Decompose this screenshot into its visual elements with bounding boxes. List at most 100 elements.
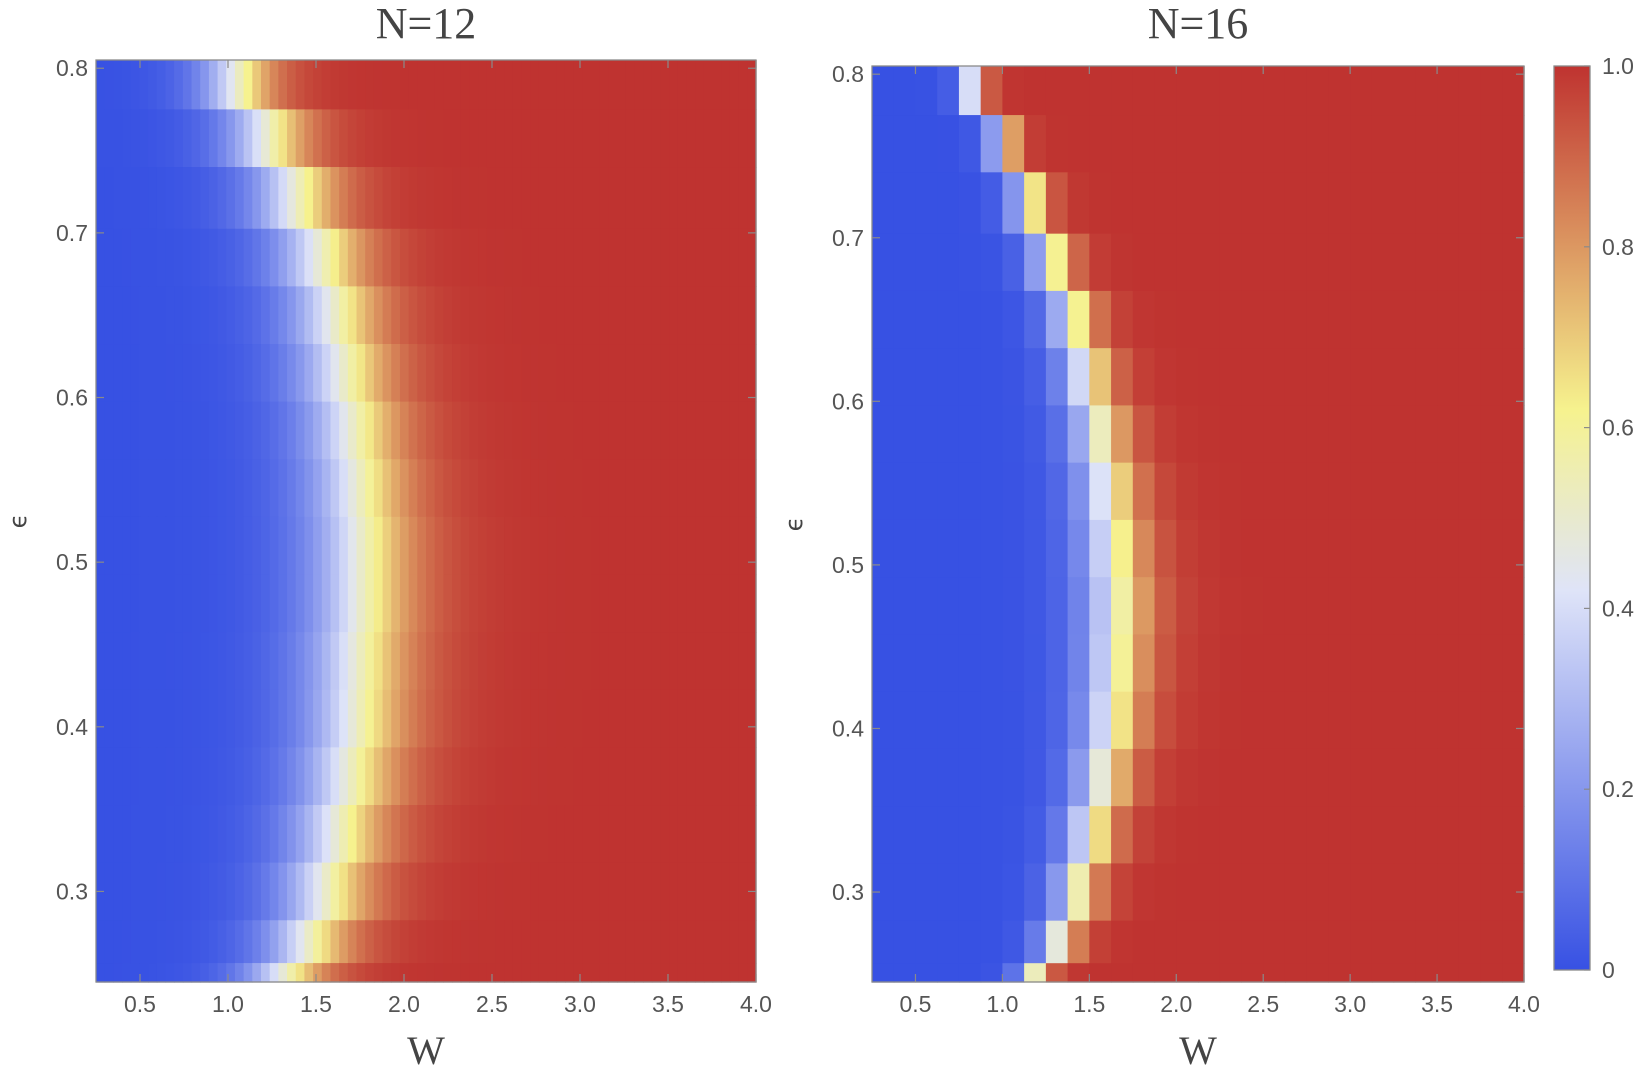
heatmap-cell (872, 405, 895, 464)
heatmap-cell (1458, 115, 1482, 173)
heatmap-cell (625, 109, 636, 168)
heatmap-cell (1458, 920, 1482, 964)
heatmap-cell (582, 963, 592, 983)
heatmap-cell (747, 805, 757, 864)
heatmap-cell (1154, 405, 1177, 464)
heatmap-cell (434, 344, 444, 403)
heatmap-cell (1132, 115, 1156, 173)
heatmap-cell (547, 344, 557, 403)
heatmap-cell (113, 862, 123, 921)
heatmap-cell (304, 574, 314, 633)
heatmap-cell (174, 344, 184, 403)
heatmap-cell (486, 747, 497, 806)
y-tick-label: 0.6 (56, 385, 88, 411)
heatmap-cell (1415, 577, 1438, 636)
heatmap-cell (547, 632, 557, 691)
heatmap-cell (200, 862, 210, 921)
x-axis-label: W (1179, 1028, 1217, 1073)
heatmap-cell (243, 920, 253, 964)
heatmap-cell (625, 228, 636, 287)
heatmap-cell (1111, 920, 1134, 964)
heatmap-cell (721, 344, 731, 403)
heatmap-cell (130, 401, 141, 460)
heatmap-cell (660, 632, 670, 691)
heatmap-cell (478, 459, 488, 518)
heatmap-cell (538, 805, 549, 864)
heatmap-cell (226, 632, 236, 691)
heatmap-cell (512, 689, 523, 748)
heatmap-cell (200, 344, 210, 403)
heatmap-cell (521, 167, 531, 230)
heatmap-cell (486, 401, 497, 460)
heatmap-cell (104, 167, 114, 230)
heatmap-cell (399, 60, 410, 110)
heatmap-cell (217, 516, 227, 576)
heatmap-cell (1480, 233, 1503, 292)
heatmap-cell (434, 747, 444, 806)
heatmap-cell (512, 228, 523, 287)
heatmap-cell (1111, 462, 1134, 521)
heatmap-cell (617, 805, 627, 864)
heatmap-cell (1111, 634, 1134, 693)
heatmap-cell (643, 109, 653, 168)
heatmap-cell (365, 459, 375, 518)
heatmap-cell (703, 401, 714, 460)
heatmap-cell (660, 60, 670, 110)
heatmap-cell (660, 459, 670, 518)
heatmap-cell (347, 632, 358, 691)
heatmap-cell (269, 862, 279, 921)
heatmap-cell (1502, 863, 1525, 922)
heatmap-cell (486, 167, 497, 230)
heatmap-cell (1154, 233, 1177, 292)
heatmap-cell (564, 574, 575, 633)
heatmap-cell (1284, 634, 1308, 693)
heatmap-cell (512, 747, 523, 806)
heatmap-cell (1350, 634, 1373, 693)
heatmap-cell (1089, 748, 1112, 807)
heatmap-cell (434, 109, 444, 168)
heatmap-cell (643, 805, 653, 864)
heatmap-cell (295, 286, 306, 345)
heatmap-cell (287, 167, 297, 230)
heatmap-cell (156, 344, 167, 403)
heatmap-cell (452, 862, 462, 921)
heatmap-cell (669, 747, 679, 806)
heatmap-cell (573, 228, 583, 287)
heatmap-cells (96, 60, 757, 983)
heatmap-cell (573, 459, 583, 518)
heatmap-cell (893, 115, 917, 173)
heatmap-cell (373, 747, 384, 806)
y-tick-label: 0.5 (56, 549, 88, 575)
heatmap-cell (1154, 115, 1177, 173)
heatmap-cell (521, 632, 531, 691)
heatmap-cell (573, 401, 583, 460)
heatmap-cell (252, 228, 262, 287)
heatmap-cell (1198, 863, 1221, 922)
heatmap-cell (469, 862, 479, 921)
heatmap-cell (660, 862, 670, 921)
heatmap-cell (504, 805, 514, 864)
heatmap-cell (478, 963, 488, 983)
heatmap-cell (686, 344, 696, 403)
heatmap-cell (460, 920, 471, 964)
heatmap-cell (556, 805, 566, 864)
heatmap-cell (495, 574, 505, 633)
heatmap-cell (313, 574, 323, 633)
heatmap-cell (417, 689, 427, 748)
heatmap-cell (556, 344, 566, 403)
heatmap-cell (669, 963, 679, 983)
heatmap-cell (339, 344, 349, 403)
heatmap-cell (1241, 963, 1264, 983)
heatmap-cell (373, 862, 384, 921)
heatmap-cell (165, 167, 175, 230)
heatmap-cell (217, 401, 227, 460)
heatmap-cell (130, 286, 141, 345)
heatmap-cell (1480, 115, 1503, 173)
heatmap-cell (634, 689, 644, 748)
heatmap-cell (721, 574, 731, 633)
heatmap-cell (617, 60, 627, 110)
heatmap-cell (399, 109, 410, 168)
heatmap-cell (915, 405, 938, 464)
heatmap-cell (104, 459, 114, 518)
heatmap-cell (460, 689, 471, 748)
